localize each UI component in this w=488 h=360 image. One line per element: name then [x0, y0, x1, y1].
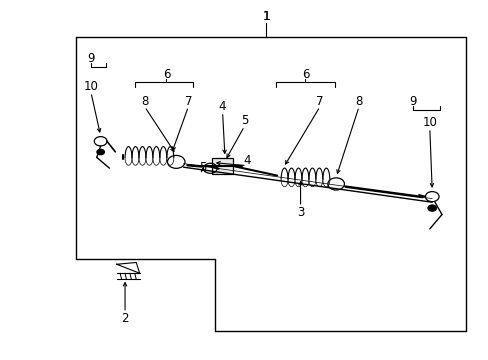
Text: 8: 8 — [355, 95, 362, 108]
Text: 10: 10 — [422, 116, 436, 129]
Text: 4: 4 — [218, 100, 226, 113]
Text: 10: 10 — [83, 80, 98, 93]
Text: 1: 1 — [262, 10, 270, 23]
Text: 5: 5 — [199, 161, 206, 174]
Text: 6: 6 — [301, 68, 308, 81]
Text: 6: 6 — [163, 68, 170, 81]
Text: 7: 7 — [184, 95, 192, 108]
Text: 1: 1 — [262, 10, 270, 23]
Text: 2: 2 — [121, 311, 128, 325]
Text: 9: 9 — [408, 95, 416, 108]
Text: 9: 9 — [87, 51, 95, 64]
Text: 5: 5 — [240, 114, 248, 127]
Text: 4: 4 — [243, 154, 250, 167]
Text: 8: 8 — [141, 95, 148, 108]
Circle shape — [427, 205, 436, 211]
Bar — [211, 158, 233, 174]
Text: 3: 3 — [296, 206, 304, 219]
Text: 7: 7 — [316, 95, 323, 108]
Circle shape — [97, 149, 104, 155]
